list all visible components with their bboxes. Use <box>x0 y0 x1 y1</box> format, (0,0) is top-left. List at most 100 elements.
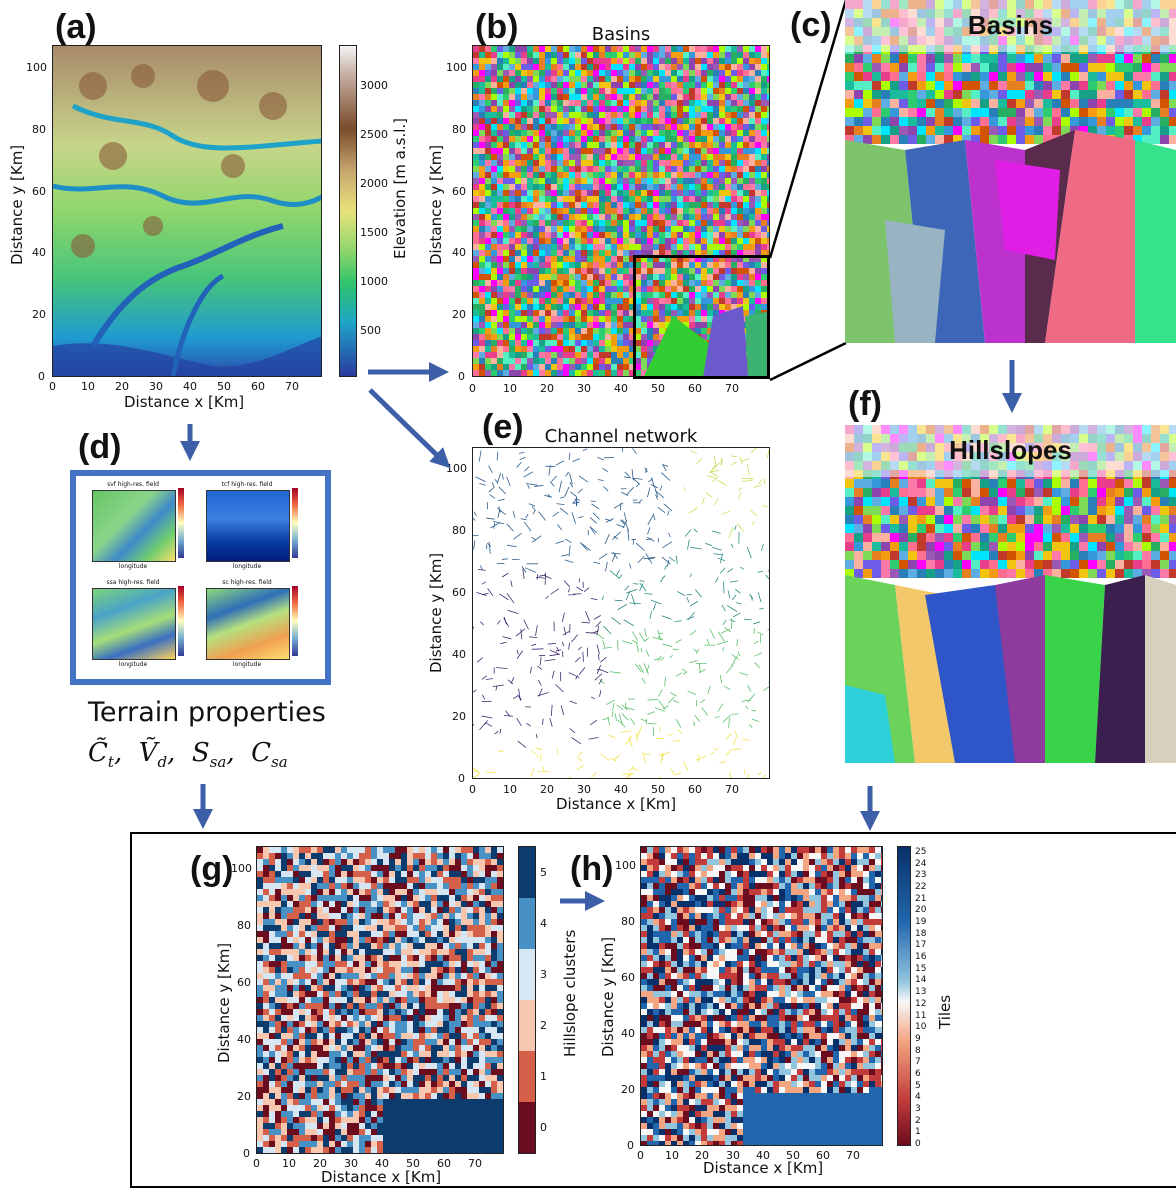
basin-region <box>995 160 1060 260</box>
basin-cell <box>665 52 671 58</box>
cluster-cell <box>335 871 341 877</box>
channel-segment <box>719 567 726 574</box>
basin-cell <box>527 70 533 76</box>
basin-cell <box>677 130 683 136</box>
hillslope-cell <box>872 515 881 524</box>
channel-segment <box>722 619 727 626</box>
basin-cell <box>581 154 587 160</box>
basin-cell <box>989 126 998 135</box>
basin-cell <box>479 370 485 376</box>
basin-cell <box>1106 63 1115 72</box>
cluster-cell <box>461 877 467 883</box>
basin-cell <box>557 346 563 352</box>
hillslope-cell <box>1070 479 1079 488</box>
basin-cell <box>1007 72 1016 81</box>
channel-segment <box>754 662 760 669</box>
basin-cell <box>926 99 935 108</box>
basin-cell <box>629 64 635 70</box>
basin-cell <box>515 148 521 154</box>
hillslope-cell <box>863 506 872 515</box>
channel-segment <box>740 458 750 462</box>
channel-segment <box>699 699 706 704</box>
basin-cell <box>713 136 719 142</box>
basin-cell <box>695 316 701 322</box>
basin-cell <box>611 46 617 52</box>
basin-cell <box>707 64 713 70</box>
hillslope-cell <box>962 542 971 551</box>
basin-cell <box>515 220 521 226</box>
channel-segment <box>719 553 724 564</box>
basin-cell <box>665 286 671 292</box>
cluster-cell <box>311 871 317 877</box>
basin-cell <box>1133 135 1142 144</box>
basin-cell <box>1124 72 1133 81</box>
basin-cell <box>719 202 725 208</box>
basin-cell <box>881 108 890 117</box>
basin-cell <box>695 190 701 196</box>
basin-cell <box>623 280 629 286</box>
basin-cell <box>509 262 515 268</box>
basin-cell <box>563 130 569 136</box>
basin-cell <box>605 280 611 286</box>
basin-cell <box>515 364 521 370</box>
basin-cell <box>707 76 713 82</box>
basin-cell <box>635 232 641 238</box>
channel-segment <box>548 465 551 476</box>
basin-cell <box>731 220 737 226</box>
hillslope-cell <box>1106 479 1115 488</box>
hillslope-cell <box>998 524 1007 533</box>
cluster-cell <box>449 847 455 853</box>
basin-cell <box>749 88 755 94</box>
basin-cell <box>707 214 713 220</box>
channel-segment <box>639 632 646 643</box>
basin-cell <box>611 196 617 202</box>
basin-cell <box>593 262 599 268</box>
basin-cell <box>575 346 581 352</box>
basin-cell <box>611 364 617 370</box>
hillslope-cell <box>935 497 944 506</box>
channel-segment <box>618 574 623 579</box>
basin-cell <box>473 358 479 364</box>
basin-cell <box>497 196 503 202</box>
channel-segment <box>739 672 748 676</box>
basin-cell <box>491 196 497 202</box>
basin-cell <box>527 328 533 334</box>
basin-cell <box>713 58 719 64</box>
basin-cell <box>755 46 761 52</box>
hillslope-cell <box>944 515 953 524</box>
basin-cell <box>653 52 659 58</box>
basin-cell <box>581 268 587 274</box>
basin-cell <box>1097 63 1106 72</box>
hillslope-cell <box>1052 524 1061 533</box>
basin-cell <box>503 274 509 280</box>
basin-cell <box>587 148 593 154</box>
basin-cell <box>701 166 707 172</box>
channel-segment <box>486 723 493 727</box>
basin-cell <box>551 58 557 64</box>
channel-segment <box>551 670 555 679</box>
basin-cell <box>617 142 623 148</box>
basin-cell <box>515 70 521 76</box>
hillslope-cell <box>1106 560 1115 569</box>
basin-cell <box>1142 117 1151 126</box>
channel-segment <box>478 569 486 571</box>
basin-cell <box>509 166 515 172</box>
basin-cell <box>953 54 962 63</box>
basin-cell <box>689 196 695 202</box>
basin-cell <box>605 64 611 70</box>
basin-cell <box>1106 126 1115 135</box>
basin-cell <box>701 118 707 124</box>
basin-cell <box>617 118 623 124</box>
channel-segment <box>599 690 602 697</box>
hillslope-cell <box>1169 479 1176 488</box>
channel-segment <box>751 521 755 526</box>
basin-cell <box>563 358 569 364</box>
channel-segment <box>578 667 586 676</box>
basin-cell <box>473 118 479 124</box>
basin-cell <box>737 142 743 148</box>
basin-cell <box>539 334 545 340</box>
basin-cell <box>761 136 767 142</box>
channel-segment <box>705 492 713 498</box>
hillslope-cell <box>1025 488 1034 497</box>
basin-cell <box>695 46 701 52</box>
